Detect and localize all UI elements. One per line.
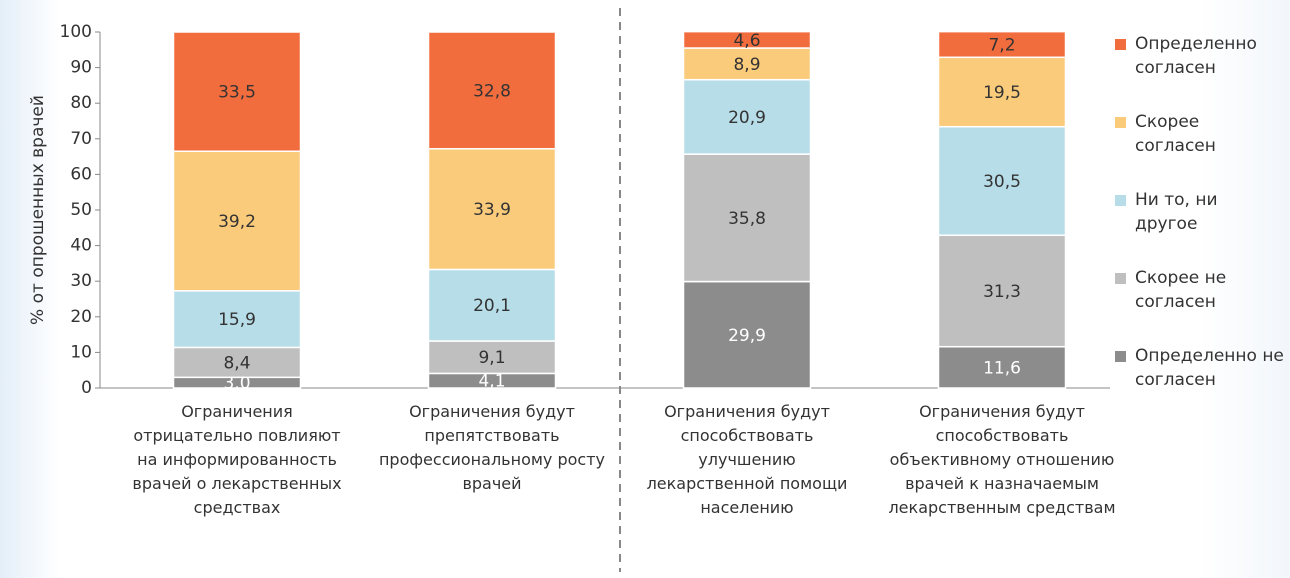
legend-entry: Определенно согласен [1115,32,1285,80]
bar-segment [937,345,1067,389]
data-label: 30,5 [983,172,1021,192]
bar-segment [172,346,302,379]
legend-swatch [1115,195,1126,206]
y-tick-label: 80 [70,93,92,113]
y-tick-label: 70 [70,129,92,149]
legend-entry: Скорее согласен [1115,110,1285,158]
data-label: 39,2 [218,212,256,232]
y-tick-label: 100 [60,22,92,42]
bar-segment [682,30,812,49]
data-label: 7,2 [988,35,1015,55]
data-label: 4,6 [733,31,760,51]
legend-label: Определенно не согласен [1135,346,1284,390]
bar-segment [937,234,1067,348]
data-label: 20,9 [728,108,766,128]
data-label: 29,9 [728,326,766,346]
bar-segment [427,148,557,271]
x-tick-label: Ограничения будут препятствовать професс… [378,402,606,493]
data-label: 20,1 [473,296,511,316]
legend-swatch [1115,351,1126,362]
x-tick-label: Ограничения будут способствовать улучшен… [646,402,848,517]
y-tick-label: 50 [70,200,92,220]
legend-label: Определенно согласен [1135,34,1257,78]
y-tick-label: 0 [81,378,92,398]
y-tick-label: 90 [70,58,92,78]
legend-swatch [1115,117,1126,128]
legend-entry: Скорее не согласен [1115,266,1285,314]
data-label: 11,6 [983,358,1021,378]
bar-segment [427,340,557,375]
bar-segment [172,150,302,292]
legend-label: Ни то, ни другое [1135,190,1218,234]
legend-swatch [1115,273,1126,284]
x-tick-label: Ограничения будут способствовать объекти… [888,402,1116,517]
legend-entry: Ни то, ни другое [1115,188,1285,236]
data-label: 8,9 [733,55,760,75]
y-tick-label: 30 [70,271,92,291]
bar-segment [427,268,557,342]
data-label: 33,9 [473,200,511,220]
y-tick-label: 40 [70,236,92,256]
legend-label: Скорее согласен [1135,112,1216,156]
bar-segment [682,78,812,155]
data-label: 9,1 [478,348,505,368]
data-label: 32,8 [473,81,511,101]
y-tick-label: 60 [70,164,92,184]
bar-segment [682,47,812,81]
legend-swatch [1115,39,1126,50]
legend-label: Скорее не согласен [1135,268,1227,312]
data-label: 31,3 [983,282,1021,302]
y-tick-label: 10 [70,342,92,362]
data-label: 15,9 [218,310,256,330]
x-tick-label: Ограничения отрицательно повлияют на инф… [132,402,342,517]
bar-segment [682,153,812,283]
y-tick-label: 20 [70,307,92,327]
bar-segment [427,31,557,150]
data-label: 3,0 [223,374,250,394]
data-label: 35,8 [728,209,766,229]
bar-segment [172,31,302,153]
data-label: 4,1 [478,372,505,392]
y-axis-label: % от опрошенных врачей [28,95,48,325]
data-label: 19,5 [983,83,1021,103]
bar-segment [937,30,1067,59]
legend-entry: Определенно не согласен [1115,344,1285,392]
data-label: 8,4 [223,353,250,373]
data-label: 33,5 [218,83,256,103]
